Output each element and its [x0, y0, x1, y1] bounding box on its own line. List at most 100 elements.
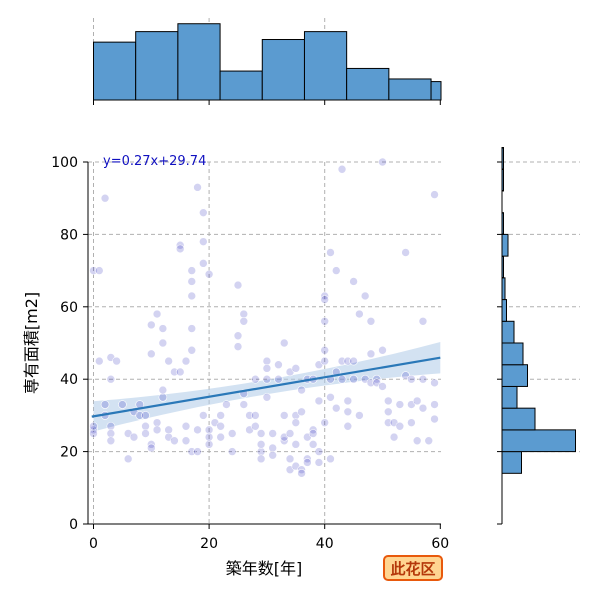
top-marginal-histogram: [93, 18, 442, 105]
scatter-point: [94, 266, 104, 275]
scatter-point: [418, 316, 428, 326]
right-hist-bar: [501, 342, 524, 366]
scatter-point: [360, 291, 370, 301]
top-hist-bar: [303, 31, 348, 101]
scatter-point: [320, 316, 330, 326]
scatter-point: [407, 418, 416, 427]
scatter-point: [279, 436, 289, 446]
x-axis-label: 築年数[年]: [226, 559, 303, 578]
scatter-point: [366, 316, 376, 326]
scatter-point: [147, 440, 156, 449]
scatter-point: [268, 429, 277, 438]
scatter-point: [320, 356, 330, 366]
region-badge: 此花区: [383, 555, 443, 581]
y-axis-label: 専有面積[m2]: [22, 292, 41, 394]
main-axes: 0 20 40 60 0 20 40 60 80 100: [51, 155, 449, 552]
scatter-point: [303, 458, 312, 467]
scatter-point: [262, 356, 272, 366]
scatter-point: [279, 411, 289, 420]
scatter-point: [256, 440, 266, 449]
scatter-point: [383, 407, 393, 417]
scatter-point: [326, 248, 335, 257]
scatter-point: [204, 269, 214, 279]
scatter-point: [314, 458, 324, 467]
scatter-point: [158, 324, 168, 333]
scatter-point: [141, 421, 150, 431]
scatter-point: [170, 436, 179, 446]
right-hist-bar: [501, 407, 536, 431]
scatter-point: [418, 403, 428, 413]
scatter-point: [199, 259, 208, 268]
scatter-point: [251, 374, 260, 384]
scatter-point: [158, 385, 168, 395]
scatter-point: [378, 157, 387, 167]
scatter-point: [303, 454, 312, 464]
scatter-point: [291, 440, 301, 449]
scatter-point: [343, 396, 353, 406]
scatter-point: [233, 342, 243, 351]
regression-line: [91, 356, 441, 418]
scatter-point: [112, 356, 121, 366]
scatter-point: [297, 407, 306, 417]
scatter-point: [349, 374, 358, 384]
scatter-point: [320, 345, 330, 355]
scatter-points: [89, 157, 439, 478]
scatter-point: [181, 421, 191, 431]
scatter-point: [187, 345, 197, 355]
right-hist-bar: [501, 451, 522, 474]
scatter-point: [279, 338, 289, 348]
scatter-point: [175, 367, 185, 377]
scatter-point: [251, 421, 260, 431]
scatter-point: [199, 237, 208, 246]
scatter-point: [268, 450, 277, 460]
scatter-point: [314, 447, 324, 456]
scatter-point: [181, 436, 191, 446]
right-hist-bar: [501, 320, 515, 344]
scatter-point: [326, 454, 335, 464]
scatter-point: [89, 421, 98, 431]
scatter-point: [297, 385, 306, 395]
scatter-point: [199, 411, 208, 420]
scatter-point: [216, 432, 225, 442]
scatter-point: [331, 266, 341, 275]
scatter-point: [395, 400, 405, 409]
scatter-point: [430, 414, 439, 424]
scatter-point: [181, 356, 191, 366]
scatter-point: [418, 374, 428, 384]
scatter-point: [216, 421, 225, 431]
scatter-point: [407, 374, 416, 384]
scatter-point: [175, 244, 185, 254]
x-tick-label: 60: [431, 536, 449, 552]
scatter-point: [233, 280, 243, 290]
scatter-point: [152, 418, 162, 427]
scatter-point: [349, 356, 358, 366]
scatter-point: [337, 164, 347, 174]
right-marginal-histogram: [497, 147, 580, 525]
y-tick-label: 80: [60, 227, 78, 243]
scatter-point: [187, 277, 197, 286]
top-hist-bar: [346, 67, 390, 101]
y-tick-label: 20: [60, 445, 78, 461]
scatter-point: [199, 208, 208, 217]
scatter-point: [204, 432, 214, 442]
scatter-point: [372, 374, 382, 384]
scatter-point: [395, 421, 405, 431]
scatter-point: [129, 432, 139, 442]
top-hist-bar: [177, 23, 221, 101]
scatter-point: [308, 440, 318, 449]
scatter-point: [430, 400, 439, 409]
scatter-point: [274, 374, 283, 384]
scatter-point: [227, 429, 237, 438]
y-tick-label: 100: [51, 155, 78, 171]
scatter-point: [158, 392, 168, 402]
scatter-point: [412, 396, 422, 406]
scatter-point: [297, 465, 306, 475]
scatter-point: [378, 382, 387, 391]
scatter-point: [187, 266, 197, 275]
scatter-point: [262, 364, 272, 373]
scatter-point: [308, 425, 318, 435]
right-hist-bar: [501, 233, 509, 257]
regression-equation-label: y=0.27x+29.74: [103, 154, 206, 169]
top-hist-bar: [388, 78, 432, 101]
